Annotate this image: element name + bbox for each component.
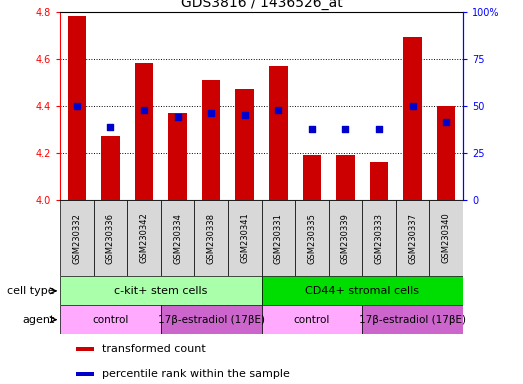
Point: [207, 109, 215, 116]
Text: 17β-estradiol (17βE): 17β-estradiol (17βE): [157, 314, 265, 325]
Text: GSM230332: GSM230332: [72, 213, 82, 263]
Bar: [195, 200, 228, 276]
Bar: [362, 305, 463, 334]
Point: [375, 126, 383, 132]
Bar: [168, 113, 187, 200]
Bar: [67, 16, 86, 200]
Bar: [60, 305, 161, 334]
Point: [341, 126, 349, 132]
Text: GSM230341: GSM230341: [240, 213, 249, 263]
Bar: [429, 200, 463, 276]
Text: GSM230333: GSM230333: [374, 213, 383, 263]
Text: 17β-estradiol (17βE): 17β-estradiol (17βE): [359, 314, 466, 325]
Bar: [303, 155, 321, 200]
Text: GSM230331: GSM230331: [274, 213, 283, 263]
Bar: [202, 80, 220, 200]
Bar: [437, 106, 456, 200]
Text: GSM230338: GSM230338: [207, 213, 215, 263]
Text: GSM230342: GSM230342: [140, 213, 149, 263]
Bar: [262, 305, 362, 334]
Bar: [161, 200, 195, 276]
Bar: [362, 200, 396, 276]
Bar: [269, 66, 288, 200]
Bar: [403, 37, 422, 200]
Point: [73, 103, 81, 109]
Point: [308, 126, 316, 132]
Bar: [396, 200, 429, 276]
Bar: [262, 276, 463, 305]
Text: control: control: [92, 314, 129, 325]
Text: c-kit+ stem cells: c-kit+ stem cells: [114, 286, 208, 296]
Bar: [295, 200, 328, 276]
Bar: [76, 347, 94, 351]
Bar: [328, 200, 362, 276]
Bar: [94, 200, 127, 276]
Bar: [76, 372, 94, 376]
Text: agent: agent: [22, 314, 55, 325]
Bar: [370, 162, 388, 200]
Bar: [60, 276, 262, 305]
Bar: [336, 155, 355, 200]
Text: GSM230340: GSM230340: [441, 213, 451, 263]
Point: [174, 114, 182, 121]
Text: GSM230336: GSM230336: [106, 213, 115, 263]
Text: GSM230339: GSM230339: [341, 213, 350, 263]
Text: transformed count: transformed count: [103, 344, 206, 354]
Bar: [235, 89, 254, 200]
Bar: [161, 305, 262, 334]
Bar: [262, 200, 295, 276]
Bar: [127, 200, 161, 276]
Text: CD44+ stromal cells: CD44+ stromal cells: [305, 286, 419, 296]
Text: GSM230335: GSM230335: [308, 213, 316, 263]
Text: GSM230334: GSM230334: [173, 213, 182, 263]
Point: [106, 124, 115, 130]
Text: control: control: [293, 314, 330, 325]
Bar: [135, 63, 153, 200]
Bar: [60, 200, 94, 276]
Text: cell type: cell type: [7, 286, 55, 296]
Bar: [228, 200, 262, 276]
Text: GSM230337: GSM230337: [408, 213, 417, 263]
Title: GDS3816 / 1436526_at: GDS3816 / 1436526_at: [180, 0, 343, 10]
Bar: [101, 136, 120, 200]
Point: [408, 103, 417, 109]
Point: [140, 107, 148, 113]
Point: [241, 112, 249, 118]
Text: percentile rank within the sample: percentile rank within the sample: [103, 369, 290, 379]
Point: [274, 107, 282, 113]
Point: [442, 119, 450, 125]
